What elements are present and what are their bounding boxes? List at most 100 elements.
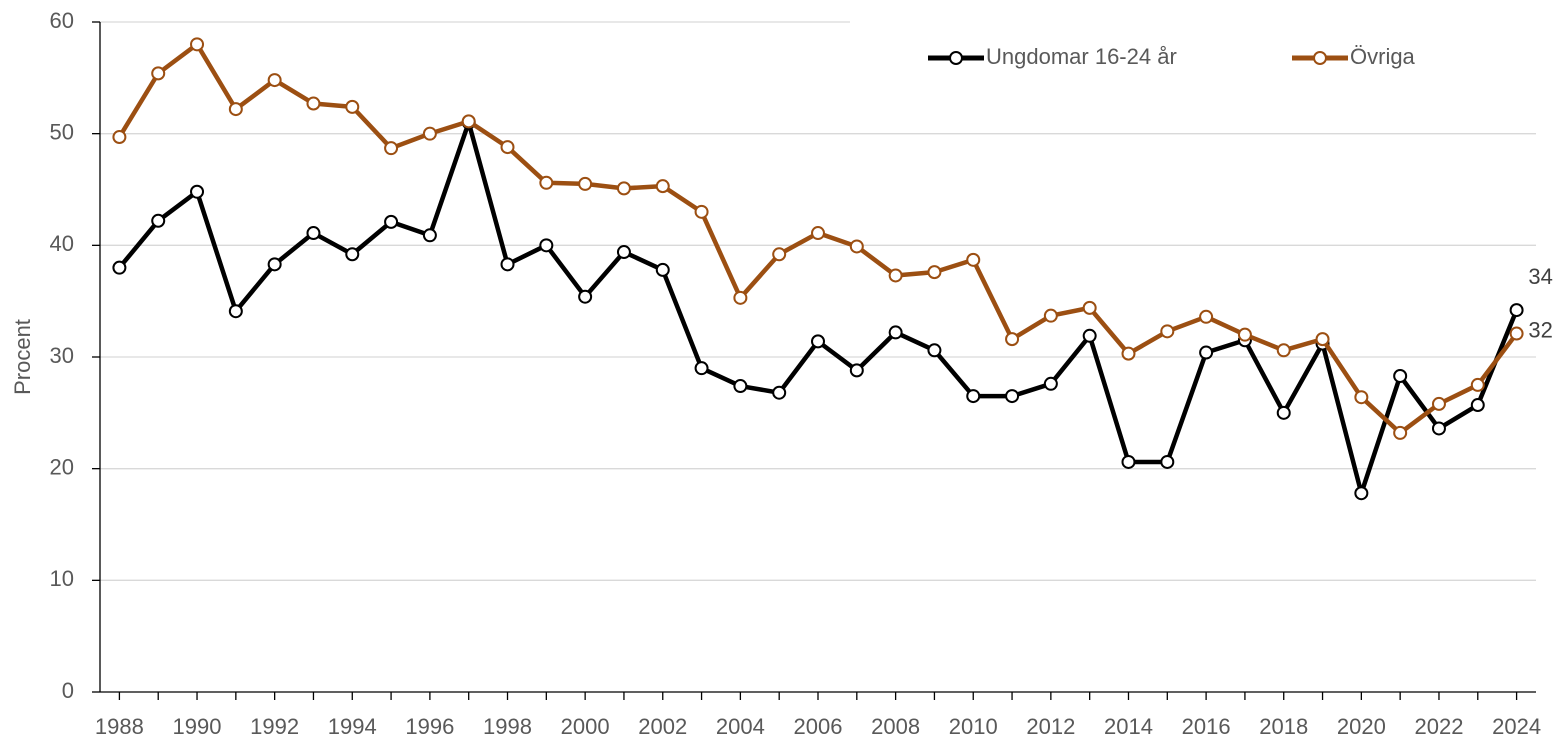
data-point (267, 257, 282, 272)
legend-marker (1313, 51, 1327, 65)
data-point (1470, 377, 1485, 392)
x-tick-label: 2002 (638, 714, 687, 739)
x-tick-label: 2004 (716, 714, 765, 739)
data-point (772, 247, 787, 262)
data-point (1354, 390, 1369, 405)
data-point (927, 343, 942, 358)
legend-label: Ungdomar 16-24 år (986, 44, 1177, 69)
data-point (1199, 309, 1214, 324)
data-point (733, 290, 748, 305)
data-point (112, 130, 127, 145)
x-tick-label: 1992 (250, 714, 299, 739)
data-label: 34 (1528, 264, 1552, 289)
data-point (927, 265, 942, 280)
x-tick-label: 2022 (1414, 714, 1463, 739)
data-point (616, 245, 631, 260)
data-point (1354, 486, 1369, 501)
x-tick-label: 2010 (949, 714, 998, 739)
x-tick-label: 1998 (483, 714, 532, 739)
data-point (1005, 332, 1020, 347)
data-point (966, 389, 981, 404)
legend-marker (949, 51, 963, 65)
data-point (616, 181, 631, 196)
data-point (151, 213, 166, 228)
data-point (1005, 389, 1020, 404)
data-point (655, 179, 670, 194)
data-point (1431, 421, 1446, 436)
x-tick-label: 1996 (405, 714, 454, 739)
y-axis-label: Procent (10, 319, 35, 395)
data-point (966, 252, 981, 267)
data-point (811, 226, 825, 241)
data-point (461, 114, 476, 129)
data-point (1082, 300, 1097, 315)
x-tick-label: 2020 (1337, 714, 1386, 739)
data-point (306, 96, 321, 111)
data-point (500, 257, 515, 272)
y-tick-label: 60 (50, 8, 74, 33)
data-point (694, 204, 709, 219)
data-point (267, 73, 282, 88)
data-point (539, 175, 554, 190)
x-tick-label: 2008 (871, 714, 920, 739)
data-point (1199, 345, 1214, 360)
y-tick-label: 10 (50, 566, 74, 591)
data-point (190, 37, 205, 52)
data-point (1082, 328, 1097, 343)
data-point (1237, 327, 1252, 342)
data-point (1470, 398, 1485, 413)
x-tick-label: 2006 (794, 714, 843, 739)
data-point (306, 226, 321, 241)
data-label: 32 (1528, 317, 1552, 342)
data-point (849, 239, 864, 254)
data-point (228, 304, 243, 319)
data-point (345, 99, 360, 114)
x-tick-label: 1988 (95, 714, 144, 739)
data-point (1509, 326, 1524, 341)
data-point (655, 262, 670, 277)
data-point (539, 238, 554, 253)
x-tick-label: 2012 (1026, 714, 1075, 739)
data-point (1509, 303, 1524, 318)
data-point (422, 228, 437, 243)
y-tick-label: 50 (50, 119, 74, 144)
data-point (151, 66, 166, 81)
data-point (578, 289, 593, 304)
data-point (1160, 324, 1175, 339)
x-tick-label: 1990 (173, 714, 222, 739)
data-point (1160, 454, 1175, 469)
data-point (384, 141, 399, 156)
legend-label: Övriga (1350, 44, 1416, 69)
data-point (1431, 396, 1446, 411)
data-point (849, 363, 864, 378)
data-point (345, 247, 360, 262)
data-point (1393, 425, 1408, 440)
y-tick-label: 0 (62, 678, 74, 703)
data-point (733, 379, 748, 394)
data-point (1121, 454, 1136, 469)
data-point (1276, 405, 1291, 420)
data-point (1393, 368, 1408, 383)
data-point (422, 126, 437, 141)
data-point (500, 140, 515, 155)
data-point (578, 176, 593, 191)
series-line (117, 120, 1519, 496)
data-point (190, 184, 205, 199)
y-tick-label: 40 (50, 231, 74, 256)
data-point (1043, 308, 1058, 323)
data-point (1315, 332, 1330, 347)
data-point (888, 325, 903, 340)
data-point (811, 334, 825, 349)
data-point (112, 260, 127, 275)
y-tick-label: 30 (50, 343, 74, 368)
x-tick-label: 2000 (561, 714, 610, 739)
data-point (772, 385, 787, 400)
y-tick-label: 20 (50, 454, 74, 479)
data-point (694, 361, 709, 376)
data-point (1043, 376, 1058, 391)
data-point (888, 268, 903, 283)
data-point (1121, 346, 1136, 361)
x-tick-label: 2016 (1182, 714, 1231, 739)
data-point (1276, 343, 1291, 358)
